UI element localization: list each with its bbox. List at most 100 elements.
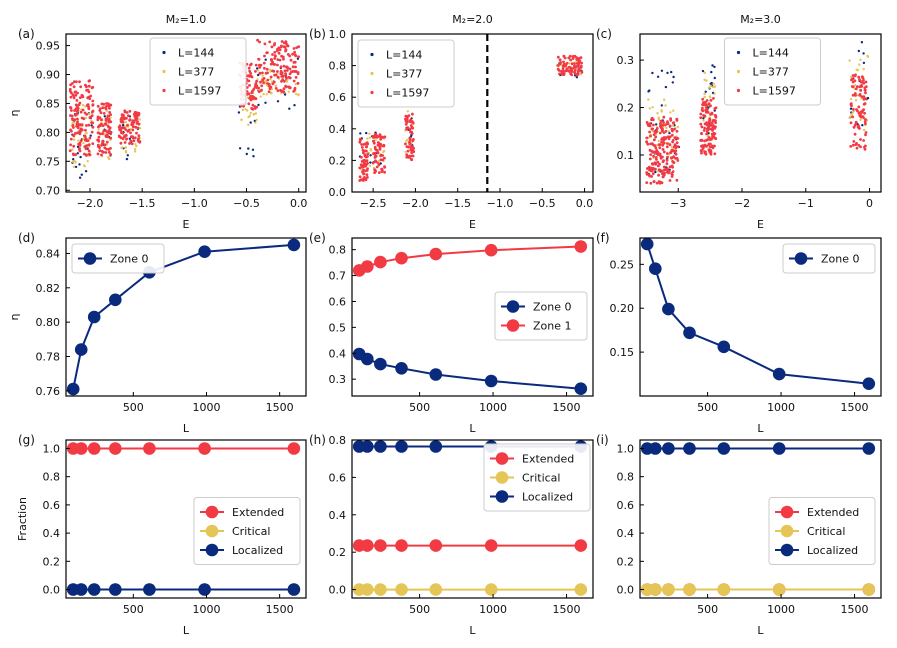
scatter-point: [260, 84, 264, 88]
axes-frame-a: [65, 33, 307, 193]
y-tick-label: 0.3: [617, 54, 635, 67]
legend-label: Zone 0: [110, 253, 149, 266]
scatter-point: [654, 133, 658, 136]
x-tick-label: −1: [798, 197, 814, 210]
legend-entry: Localized: [200, 543, 283, 557]
scatter-point: [134, 143, 137, 146]
panel-label-i: (i): [596, 433, 609, 447]
scatter-point: [675, 129, 679, 133]
scatter-point: [664, 129, 668, 133]
scatter-point: [658, 131, 662, 135]
scatter-point: [84, 147, 88, 151]
scatter-point: [360, 155, 363, 159]
scatter-point: [291, 52, 294, 56]
y-tick-label: 1.0: [43, 442, 61, 455]
scatter-point: [705, 79, 708, 82]
scatter-point: [668, 179, 672, 182]
data-marker: [287, 583, 301, 596]
panel-label-e: (e): [309, 231, 326, 245]
x-axis-label-a: E: [183, 218, 190, 231]
legend-swatch: [780, 543, 794, 557]
scatter-point: [564, 69, 568, 73]
legend-swatch: [83, 252, 97, 265]
legend-entry: Extended: [490, 452, 574, 466]
legend-swatch: [736, 50, 741, 55]
scatter-point: [106, 124, 110, 128]
scatter-point: [255, 79, 258, 83]
legend-entry: L=1597: [736, 85, 796, 98]
panel-c: (c) M₂=3.0 −3 −2 −1 0 0.1 0.2 0.3 E L=144 L=377 L=15…: [596, 13, 882, 231]
scatter-point: [672, 161, 676, 165]
scatter-point: [247, 102, 251, 106]
scatter-point: [700, 138, 704, 142]
legend-label: Critical: [807, 525, 845, 538]
panel-d: (d) 500 1000 1500 0.76 0.78 0.80 0.82 0.84 Lη Zone…: [8, 231, 307, 435]
scatter-point: [654, 170, 657, 174]
axes-frame-i: [639, 439, 882, 599]
scatter-point: [652, 180, 656, 183]
scatter-point: [408, 136, 412, 140]
y-tick-label: 1.0: [617, 442, 635, 455]
series-a-l1597: [68, 38, 300, 157]
data-marker: [87, 583, 101, 596]
scatter-point: [377, 171, 381, 175]
x-tick-label: 1500: [841, 401, 869, 414]
scatter-point: [86, 96, 90, 100]
panel-label-d: (d): [18, 231, 35, 245]
x-axis-label-b: E: [469, 218, 476, 231]
x-axis-label-e: L: [469, 422, 476, 435]
scatter-point: [672, 109, 675, 112]
series-g-localized: [66, 583, 301, 596]
scatter-point: [252, 155, 255, 158]
scatter-point: [864, 80, 868, 84]
scatter-point: [274, 87, 278, 90]
scatter-point: [276, 49, 279, 53]
scatter-point: [700, 151, 703, 155]
scatter-point: [100, 118, 103, 122]
scatter-point: [69, 143, 72, 147]
scatter-point: [661, 148, 665, 151]
y-tick-label: 0.4: [329, 509, 347, 522]
scatter-point: [132, 120, 136, 124]
scatter-point: [248, 97, 252, 100]
data-marker: [683, 326, 696, 340]
y-tick-label: 0.4: [329, 347, 347, 360]
scatter-point: [404, 150, 407, 154]
scatter-point: [124, 146, 128, 149]
scatter-point: [556, 64, 560, 67]
scatter-point: [288, 107, 291, 110]
scatter-point: [409, 146, 413, 149]
scatter-point: [85, 144, 89, 147]
legend-swatch: [780, 524, 794, 538]
scatter-point: [278, 48, 282, 52]
scatter-point: [562, 70, 565, 73]
scatter-point: [282, 57, 285, 61]
scatter-point: [369, 154, 372, 157]
scatter-point: [671, 124, 674, 128]
scatter-point: [703, 114, 707, 118]
legend-e: Zone 0 Zone 1: [494, 291, 588, 341]
scatter-point: [105, 109, 109, 113]
scatter-point: [853, 124, 857, 127]
scatter-point: [100, 143, 103, 147]
scatter-point: [379, 153, 383, 157]
y-tick-label: 0.5: [329, 321, 347, 334]
scatter-point: [575, 76, 579, 79]
x-tick-label: 0.0: [290, 197, 308, 210]
x-tick-label: 1000: [767, 603, 795, 616]
scatter-point: [706, 111, 710, 114]
x-tick-label: −0.5: [529, 197, 556, 210]
scatter-point: [287, 90, 290, 94]
legend-entry: L=377: [370, 68, 422, 81]
y-tick-label: 0.6: [617, 499, 635, 512]
scatter-point: [249, 111, 252, 115]
data-marker: [574, 382, 588, 396]
scatter-point: [274, 73, 278, 77]
scatter-point: [269, 78, 272, 81]
scatter-point: [648, 89, 651, 92]
scatter-point: [662, 121, 665, 124]
scatter-point: [701, 144, 705, 147]
scatter-point: [280, 75, 284, 78]
scatter-point: [78, 176, 82, 179]
panel-label-f: (f): [596, 231, 610, 245]
